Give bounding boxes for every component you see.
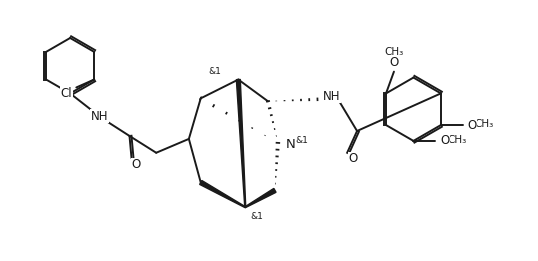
Text: CH₃: CH₃ bbox=[475, 119, 494, 129]
Polygon shape bbox=[236, 79, 246, 207]
Text: &1: &1 bbox=[250, 212, 263, 221]
Text: &1: &1 bbox=[209, 67, 222, 76]
Text: NH: NH bbox=[91, 110, 109, 123]
Text: Cl: Cl bbox=[61, 87, 72, 100]
Text: &1: &1 bbox=[296, 137, 309, 145]
Polygon shape bbox=[200, 181, 245, 207]
Text: CH₃: CH₃ bbox=[447, 135, 466, 145]
Text: N: N bbox=[286, 138, 295, 151]
Text: O: O bbox=[440, 134, 449, 147]
Text: O: O bbox=[468, 118, 477, 132]
Text: O: O bbox=[390, 56, 399, 69]
Text: O: O bbox=[349, 152, 358, 165]
Text: NH: NH bbox=[323, 90, 340, 103]
Text: O: O bbox=[132, 158, 141, 171]
Text: CH₃: CH₃ bbox=[384, 47, 404, 57]
Polygon shape bbox=[245, 188, 276, 207]
